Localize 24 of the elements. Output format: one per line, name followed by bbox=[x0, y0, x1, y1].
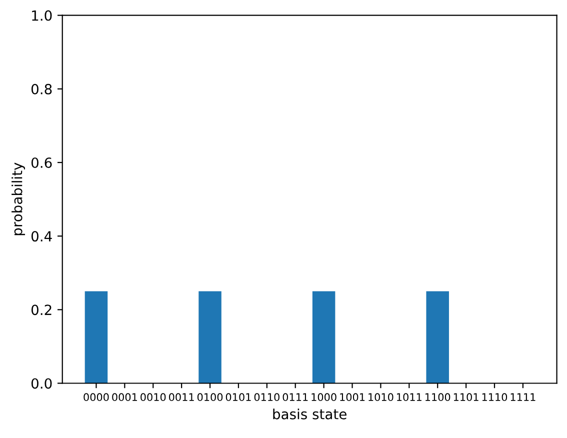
y-tick-label: 0.2 bbox=[31, 304, 52, 316]
x-tick-label: 1010 bbox=[368, 393, 394, 402]
x-tick-label: 0010 bbox=[140, 393, 166, 402]
x-tick-label: 0011 bbox=[169, 393, 194, 402]
x-tick-label: 1000 bbox=[312, 393, 336, 402]
x-tick-label: 0110 bbox=[254, 393, 280, 402]
x-tick-label: 0111 bbox=[282, 393, 308, 402]
x-tick-label: 0101 bbox=[226, 393, 251, 402]
x-tick-label: 1101 bbox=[454, 393, 478, 402]
x-tick-label: 0100 bbox=[197, 393, 223, 402]
x-tick-label: 1111 bbox=[510, 393, 536, 401]
x-tick-label: 1011 bbox=[397, 393, 422, 402]
x-tick-label: 0001 bbox=[112, 393, 137, 402]
x-tick-label: 0000 bbox=[84, 393, 109, 402]
y-tick-label: 0.4 bbox=[31, 231, 52, 242]
x-axis-title: basis state bbox=[273, 408, 346, 420]
y-axis-title: probability bbox=[12, 162, 26, 236]
x-tick-label: 1100 bbox=[425, 393, 450, 402]
y-tick-label: 0.6 bbox=[31, 157, 52, 168]
x-tick-label: 1001 bbox=[340, 393, 365, 402]
y-tick-label: 1.0 bbox=[32, 10, 52, 21]
x-tick-label: 1110 bbox=[482, 393, 508, 402]
y-tick-label: 0.8 bbox=[31, 84, 52, 94]
y-tick-label: 0.0 bbox=[31, 378, 52, 389]
